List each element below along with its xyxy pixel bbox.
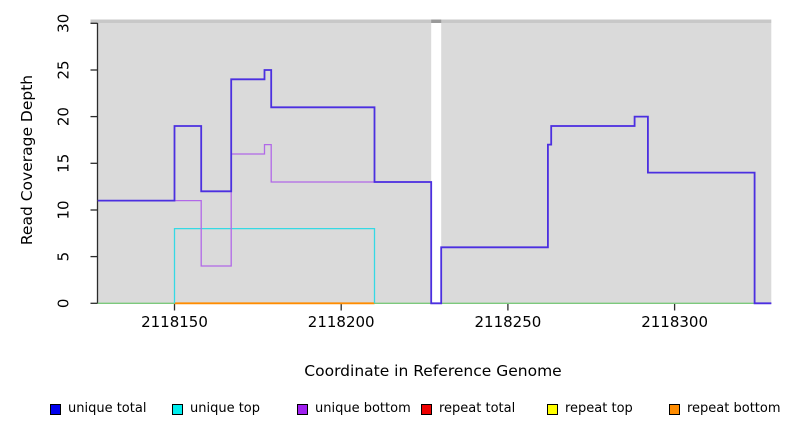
x-tick-label: 2118150: [141, 313, 208, 331]
y-tick-label: 15: [55, 154, 73, 173]
y-tick-label: 10: [55, 200, 73, 219]
legend-swatch: [421, 403, 432, 415]
series-unique-top: [173, 227, 376, 304]
x-tick-label: 2118200: [308, 313, 375, 331]
panel-top-strip: [90, 19, 772, 23]
x-tick-label: 2118250: [474, 313, 541, 331]
panel-background-1: [97, 23, 432, 304]
legend-label: unique bottom: [315, 401, 411, 416]
legend-swatch: [172, 403, 183, 415]
panel-background-2: [441, 23, 772, 304]
y-axis-title: Read Coverage Depth: [18, 74, 36, 246]
y-tick-label: 30: [55, 14, 73, 33]
y-tick-label: 20: [55, 107, 73, 126]
gap-top-strip: [431, 19, 442, 23]
legend-item-repeat-total: repeat total: [421, 399, 515, 419]
legend-label: repeat top: [565, 401, 633, 416]
x-tick-label: 2118300: [641, 313, 708, 331]
legend-swatch: [297, 403, 308, 415]
legend-item-unique-bottom: unique bottom: [297, 399, 411, 419]
legend-item-repeat-bottom: repeat bottom: [669, 399, 781, 419]
legend-item-unique-total: unique total: [50, 399, 146, 419]
legend-item-unique-top: unique top: [172, 399, 260, 419]
x-axis-title: Coordinate in Reference Genome: [304, 362, 562, 380]
y-tick-label: 25: [55, 60, 73, 79]
series-unique-total: [97, 69, 772, 305]
legend: unique total unique top unique bottom repea…: [0, 399, 792, 419]
legend-label: repeat total: [439, 401, 516, 416]
legend-swatch: [669, 403, 680, 415]
legend-swatch: [547, 403, 558, 415]
legend-label: unique top: [190, 401, 261, 416]
y-tick-label: 5: [55, 252, 73, 262]
legend-item-repeat-top: repeat top: [547, 399, 633, 419]
legend-swatch: [50, 403, 61, 415]
y-tick-label: 0: [55, 299, 73, 309]
legend-label: unique total: [68, 401, 147, 416]
legend-label: repeat bottom: [687, 401, 781, 416]
